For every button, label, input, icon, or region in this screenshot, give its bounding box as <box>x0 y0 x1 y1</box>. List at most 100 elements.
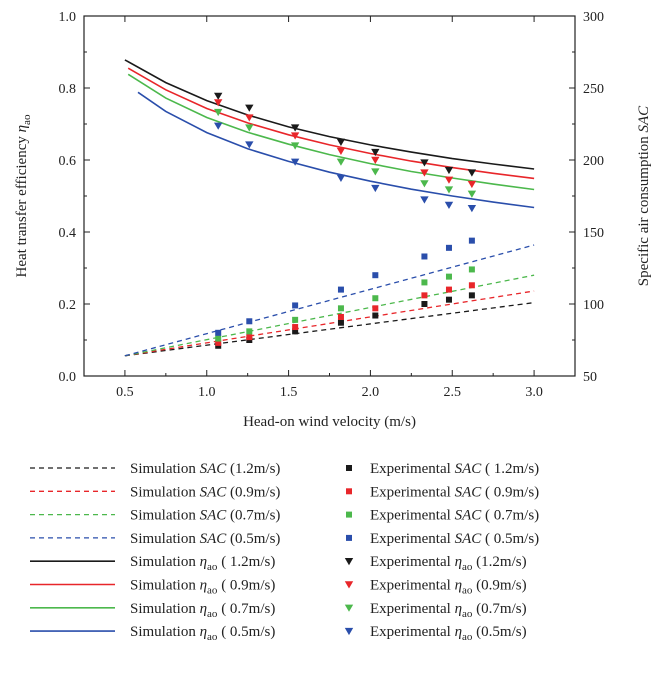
y-right-tick-label: 50 <box>583 370 597 385</box>
sim-eta-line-1 <box>127 67 535 180</box>
exp-sac-point <box>246 328 253 335</box>
x-tick-label: 0.5 <box>116 385 134 400</box>
sim-eta-line-2 <box>127 73 535 191</box>
exp-eta-point <box>336 158 346 166</box>
exp-sac-point <box>445 244 452 251</box>
exp-eta-point <box>467 180 477 189</box>
legend-label: Experimental SAC ( 0.9m/s) <box>370 484 539 500</box>
x-tick-label: 3.0 <box>525 385 543 400</box>
legend-square-marker <box>346 465 352 471</box>
legend-label: Experimental SAC ( 1.2m/s) <box>370 461 539 477</box>
exp-eta-point <box>336 174 346 182</box>
legend-triangle-marker <box>344 581 354 589</box>
legend-label: Experimental SAC ( 0.5m/s) <box>370 531 539 547</box>
exp-eta-point <box>290 158 300 166</box>
exp-sac-point <box>337 313 344 320</box>
y-right-tick-label: 300 <box>583 10 604 25</box>
legend-triangle-marker <box>344 558 354 566</box>
chart-legend: Simulation SAC (1.2m/s) Simulation SAC (0… <box>30 461 539 643</box>
y-right-tick-label: 200 <box>583 154 604 169</box>
exp-eta-point <box>214 122 223 130</box>
exp-eta-point <box>444 166 454 175</box>
exp-eta-point <box>444 186 454 194</box>
chart-series <box>124 59 535 357</box>
x-tick-label: 2.0 <box>362 385 380 400</box>
x-axis-title: Head-on wind velocity (m/s) <box>243 414 416 430</box>
sim-eta-line-0 <box>124 59 535 170</box>
exp-eta-point <box>467 169 477 177</box>
exp-eta-point <box>444 201 454 209</box>
exp-eta-point <box>467 205 477 213</box>
exp-eta-point <box>214 99 223 107</box>
y-right-axis-title: Specific air consumption SAC <box>636 105 652 286</box>
legend-label: Simulation SAC (0.5m/s) <box>130 531 280 547</box>
exp-sac-point <box>372 295 379 302</box>
exp-sac-point <box>215 329 222 336</box>
exp-sac-point <box>292 316 299 323</box>
exp-eta-point <box>214 108 223 117</box>
legend-label: Simulation ηao ( 0.5m/s) <box>130 624 275 643</box>
y-left-tick-label: 0.2 <box>59 298 77 313</box>
chart-ticks: 0.5 1.0 1.5 2.0 2.5 3.0 0.0 0.2 0.4 0.6 0.8 1.0 50 10… <box>59 10 605 400</box>
sim-eta-line-3 <box>137 91 535 209</box>
legend-label: Simulation SAC (1.2m/s) <box>130 461 280 477</box>
legend-label: Experimental ηao (0.9m/s) <box>370 578 527 597</box>
y-right-tick-label: 150 <box>583 226 604 241</box>
legend-square-marker <box>346 534 352 541</box>
exp-sac-point <box>445 273 452 280</box>
legend-label: Experimental SAC ( 0.7m/s) <box>370 508 539 524</box>
sim-sac-line-3 <box>124 244 535 357</box>
exp-eta-point <box>420 196 429 204</box>
legend-label: Simulation SAC (0.9m/s) <box>130 484 280 500</box>
legend-label: Experimental ηao (0.7m/s) <box>370 601 527 620</box>
exp-eta-point <box>371 156 380 164</box>
exp-sac-point <box>421 301 428 307</box>
exp-eta-point <box>371 184 380 193</box>
exp-sac-point <box>372 312 379 319</box>
exp-eta-point <box>371 168 380 176</box>
exp-sac-point <box>421 279 428 286</box>
sim-sac-line-1 <box>124 290 535 357</box>
exp-sac-point <box>246 334 253 341</box>
exp-eta-point <box>420 169 429 177</box>
exp-eta-point <box>290 124 300 132</box>
exp-sac-point <box>372 272 379 279</box>
exp-sac-point <box>215 339 222 346</box>
x-tick-label: 1.0 <box>198 385 216 400</box>
exp-sac-point <box>468 282 475 289</box>
exp-sac-point <box>337 319 344 326</box>
exp-eta-point <box>245 124 254 132</box>
exp-eta-point <box>336 138 346 146</box>
exp-sac-point <box>292 302 299 309</box>
exp-sac-point <box>445 296 452 303</box>
exp-eta-point <box>467 190 477 198</box>
legend-label: Experimental ηao (1.2m/s) <box>370 554 527 573</box>
x-tick-label: 2.5 <box>444 385 462 400</box>
y-left-tick-label: 0.6 <box>59 154 77 169</box>
exp-sac-point <box>468 266 475 273</box>
exp-sac-point <box>292 324 299 331</box>
legend-label: Simulation SAC (0.7m/s) <box>130 508 280 524</box>
exp-eta-point <box>245 104 254 112</box>
exp-sac-point <box>445 286 452 293</box>
exp-sac-point <box>421 292 428 299</box>
legend-label: Experimental ηao (0.5m/s) <box>370 624 527 643</box>
y-left-tick-label: 1.0 <box>59 10 77 25</box>
chart-axes <box>83 15 576 377</box>
exp-sac-point <box>337 305 344 312</box>
y-right-tick-label: 100 <box>583 298 604 313</box>
exp-eta-point <box>290 132 300 140</box>
legend-square-marker <box>346 488 352 495</box>
exp-sac-point <box>337 286 344 293</box>
exp-sac-point <box>421 253 428 260</box>
exp-eta-point <box>336 147 346 155</box>
sim-sac-line-2 <box>124 274 535 357</box>
exp-eta-point <box>245 141 254 149</box>
exp-eta-point <box>444 176 454 184</box>
legend-label: Simulation ηao ( 0.9m/s) <box>130 578 275 597</box>
exp-eta-point <box>214 92 223 100</box>
sim-sac-line-0 <box>124 301 535 357</box>
exp-eta-point <box>290 142 300 150</box>
y-left-tick-label: 0.4 <box>59 226 77 241</box>
